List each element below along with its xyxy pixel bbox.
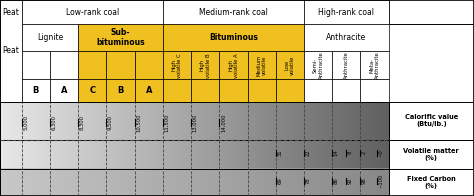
Text: 31: 31 (277, 149, 282, 156)
Text: 92: 92 (348, 178, 353, 184)
FancyBboxPatch shape (50, 80, 78, 102)
FancyBboxPatch shape (191, 80, 219, 102)
FancyBboxPatch shape (78, 80, 106, 102)
Text: 8,300: 8,300 (80, 115, 84, 130)
Text: 22: 22 (305, 149, 310, 156)
FancyBboxPatch shape (163, 51, 191, 80)
FancyBboxPatch shape (360, 80, 389, 102)
FancyBboxPatch shape (360, 51, 389, 80)
Text: High
volatile A: High volatile A (228, 53, 239, 78)
Text: 11,500: 11,500 (164, 113, 169, 132)
FancyBboxPatch shape (78, 24, 163, 51)
Bar (0, 169, 389, 196)
Text: High
volatile B: High volatile B (200, 53, 210, 78)
Text: B: B (118, 86, 124, 95)
Text: Low
volatile: Low volatile (284, 55, 295, 75)
Text: ~0: ~0 (379, 149, 384, 157)
Text: 6,300: 6,300 (51, 115, 56, 130)
Text: 86: 86 (334, 178, 338, 184)
FancyBboxPatch shape (276, 80, 304, 102)
FancyBboxPatch shape (50, 51, 78, 80)
Text: B: B (33, 86, 39, 95)
Text: Fixed Carbon
(%): Fixed Carbon (%) (407, 176, 456, 189)
FancyBboxPatch shape (191, 51, 219, 80)
Text: ~100: ~100 (379, 174, 384, 188)
Text: Anthracite: Anthracite (326, 33, 366, 42)
FancyBboxPatch shape (163, 24, 304, 51)
Text: Peat: Peat (2, 8, 19, 17)
FancyBboxPatch shape (304, 51, 332, 80)
Text: Peat: Peat (2, 46, 19, 55)
Text: 69: 69 (277, 178, 282, 184)
Text: Medium
volatile: Medium volatile (256, 55, 267, 76)
FancyBboxPatch shape (0, 0, 22, 24)
Text: 9,500: 9,500 (108, 115, 113, 130)
FancyBboxPatch shape (0, 0, 22, 102)
FancyBboxPatch shape (304, 80, 332, 102)
FancyBboxPatch shape (219, 51, 247, 80)
FancyBboxPatch shape (219, 80, 247, 102)
FancyBboxPatch shape (0, 24, 22, 51)
FancyBboxPatch shape (332, 80, 360, 102)
Text: Volatile matter
(%): Volatile matter (%) (403, 148, 459, 161)
Text: Calorific value
(Btu/lb.): Calorific value (Btu/lb.) (405, 114, 458, 127)
Text: Lignite: Lignite (37, 33, 63, 42)
FancyBboxPatch shape (389, 0, 474, 24)
Text: 8: 8 (348, 151, 353, 154)
FancyBboxPatch shape (106, 80, 135, 102)
Text: 13,000: 13,000 (192, 113, 198, 132)
FancyBboxPatch shape (389, 169, 474, 196)
Text: Anthracite: Anthracite (344, 51, 349, 79)
FancyBboxPatch shape (135, 80, 163, 102)
Text: Semi-
Anthracite: Semi- Anthracite (313, 51, 324, 79)
FancyBboxPatch shape (22, 0, 163, 24)
FancyBboxPatch shape (22, 80, 50, 102)
Text: 14,000: 14,000 (221, 113, 226, 132)
Text: Sub-
bituminous: Sub- bituminous (96, 28, 145, 47)
FancyBboxPatch shape (247, 80, 276, 102)
FancyBboxPatch shape (78, 51, 106, 80)
FancyBboxPatch shape (163, 0, 304, 24)
FancyBboxPatch shape (332, 51, 360, 80)
FancyBboxPatch shape (247, 51, 276, 80)
FancyBboxPatch shape (389, 140, 474, 169)
Text: Low-rank coal: Low-rank coal (66, 8, 119, 17)
Text: 98: 98 (362, 178, 367, 184)
Bar (0, 140, 389, 169)
Text: A: A (61, 86, 67, 95)
Text: C: C (89, 86, 95, 95)
FancyBboxPatch shape (22, 24, 78, 51)
FancyBboxPatch shape (389, 102, 474, 140)
FancyBboxPatch shape (135, 51, 163, 80)
FancyBboxPatch shape (304, 24, 389, 51)
Text: A: A (146, 86, 152, 95)
Text: 5,000: 5,000 (23, 115, 28, 130)
Text: 10,500: 10,500 (136, 113, 141, 132)
Text: Meta-
Anthracite: Meta- Anthracite (369, 51, 380, 79)
FancyBboxPatch shape (106, 51, 135, 80)
Text: Bituminous: Bituminous (209, 33, 258, 42)
Text: 78: 78 (305, 178, 310, 184)
Text: 2: 2 (362, 151, 367, 154)
FancyBboxPatch shape (276, 51, 304, 80)
Bar (0, 102, 389, 140)
FancyBboxPatch shape (304, 0, 389, 24)
Text: High
volatile C: High volatile C (172, 53, 182, 78)
Text: High-rank coal: High-rank coal (319, 8, 374, 17)
Text: 14: 14 (334, 149, 338, 156)
FancyBboxPatch shape (22, 51, 50, 80)
Text: Medium-rank coal: Medium-rank coal (199, 8, 268, 17)
FancyBboxPatch shape (163, 80, 191, 102)
